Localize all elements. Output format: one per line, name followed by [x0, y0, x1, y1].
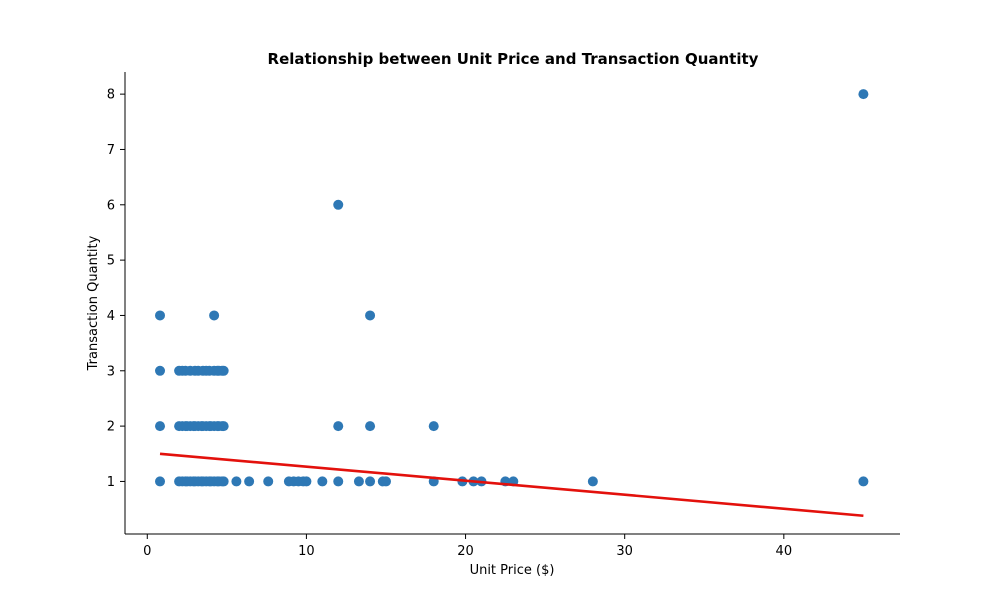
points-layer	[155, 89, 869, 487]
data-point	[858, 476, 869, 487]
data-point	[587, 476, 598, 487]
data-point	[155, 476, 166, 487]
x-tick-label: 30	[616, 544, 633, 559]
data-point	[380, 476, 391, 487]
data-point	[155, 310, 166, 321]
data-point	[218, 476, 229, 487]
x-tick-label: 40	[776, 544, 793, 559]
data-point	[365, 476, 376, 487]
data-point	[365, 421, 376, 432]
chart-title: Relationship between Unit Price and Tran…	[268, 50, 759, 68]
data-point	[858, 89, 869, 100]
trend-layer	[159, 452, 864, 518]
data-point	[333, 421, 344, 432]
x-tick-label: 0	[143, 544, 151, 559]
x-axis-label: Unit Price ($)	[470, 563, 555, 578]
data-point	[244, 476, 255, 487]
x-tick-label: 10	[298, 544, 315, 559]
data-point	[428, 421, 439, 432]
data-point	[209, 310, 220, 321]
x-tick-label: 20	[457, 544, 474, 559]
x-ticks: 0 10 20 30 40	[143, 534, 792, 559]
y-ticks: 1 2 3 4 5 6 7 8	[107, 88, 125, 490]
data-point	[365, 310, 376, 321]
y-tick-label: 6	[107, 198, 115, 213]
y-tick-label: 8	[107, 88, 115, 103]
data-point	[301, 476, 312, 487]
data-point	[317, 476, 328, 487]
data-point	[333, 199, 344, 210]
axes-layer	[124, 72, 900, 535]
y-tick-label: 3	[107, 364, 115, 379]
data-point	[353, 476, 364, 487]
data-point	[231, 476, 242, 487]
y-tick-label: 5	[107, 254, 115, 269]
y-axis-label: Transaction Quantity	[86, 235, 101, 371]
y-tick-label: 4	[107, 309, 115, 324]
data-point	[333, 476, 344, 487]
y-tick-label: 7	[107, 143, 115, 158]
data-point	[218, 365, 229, 376]
data-point	[155, 365, 166, 376]
trend-line	[159, 452, 864, 518]
data-point	[263, 476, 274, 487]
y-tick-label: 1	[107, 475, 115, 490]
data-point	[155, 421, 166, 432]
data-point	[218, 421, 229, 432]
y-tick-label: 2	[107, 420, 115, 435]
